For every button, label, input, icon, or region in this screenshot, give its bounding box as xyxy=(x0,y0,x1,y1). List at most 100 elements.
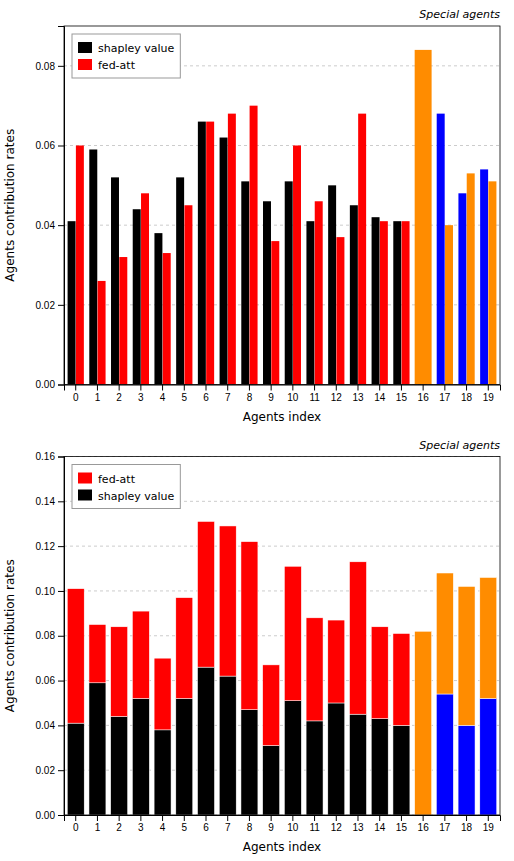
bar xyxy=(436,573,453,694)
x-axis-title: Agents index xyxy=(243,840,321,854)
panel: 0.000.020.040.060.080.100.120.140.160123… xyxy=(3,439,501,855)
tick: 9 xyxy=(268,815,274,833)
tick: 0.02 xyxy=(36,765,64,776)
bar xyxy=(306,721,323,815)
tick-mark xyxy=(97,385,98,391)
tick: 0.00 xyxy=(36,810,64,821)
bar xyxy=(437,114,445,385)
tick-mark xyxy=(184,385,185,391)
legend-label: shapley value xyxy=(98,42,175,55)
tick-label: 7 xyxy=(225,822,231,833)
y-axis: 0.000.020.040.060.080.100.120.140.16 xyxy=(36,451,65,821)
tick-mark xyxy=(379,815,380,821)
legend-swatch xyxy=(78,59,92,70)
grid-line xyxy=(64,225,500,226)
tick-mark xyxy=(75,815,76,821)
grid xyxy=(64,66,500,385)
annotation: Special agents xyxy=(419,8,500,21)
tick: 0.06 xyxy=(36,140,64,151)
y-axis-title: Agents contribution rates xyxy=(3,559,17,712)
bar xyxy=(328,185,336,384)
tick: 1 xyxy=(95,815,101,833)
tick-label: 12 xyxy=(331,392,343,403)
bar xyxy=(154,233,162,384)
tick-mark xyxy=(162,815,163,821)
bar xyxy=(219,676,236,815)
tick-mark xyxy=(401,815,402,821)
bar xyxy=(198,667,215,815)
tick-mark xyxy=(423,385,424,391)
bar xyxy=(315,201,323,384)
bar xyxy=(306,618,323,721)
bar xyxy=(263,665,280,746)
tick: 11 xyxy=(309,815,320,833)
tick-label: 10 xyxy=(287,822,299,833)
tick: 9 xyxy=(268,385,274,403)
tick-label: 9 xyxy=(268,392,274,403)
bar xyxy=(445,225,453,384)
tick: 0.12 xyxy=(36,541,64,552)
tick-label: 8 xyxy=(247,392,253,403)
bar xyxy=(415,50,432,385)
tick-label: 0.12 xyxy=(36,541,56,552)
legend-label: fed-att xyxy=(98,59,136,72)
tick-mark xyxy=(58,770,64,771)
bar xyxy=(350,205,358,384)
y-axis: 0.000.020.040.060.08 xyxy=(36,27,65,391)
tick: 12 xyxy=(331,385,343,403)
legend-swatch xyxy=(78,490,92,501)
bar xyxy=(67,723,84,815)
tick-label: 12 xyxy=(331,822,343,833)
legend: shapley value fed-att xyxy=(72,34,180,78)
bar xyxy=(293,146,301,385)
tick-mark xyxy=(271,385,272,391)
bar xyxy=(467,173,475,384)
bar xyxy=(206,122,214,385)
tick-mark xyxy=(206,385,207,391)
tick-label: 0.04 xyxy=(36,220,56,231)
tick: 2 xyxy=(116,385,122,403)
tick: 16 xyxy=(418,815,430,833)
legend-box xyxy=(72,465,180,509)
bars xyxy=(67,521,496,815)
tick-mark xyxy=(249,815,250,821)
bar xyxy=(241,181,249,384)
tick-label: 10 xyxy=(287,392,299,403)
tick-label: 2 xyxy=(116,392,122,403)
tick-mark xyxy=(58,66,64,67)
legend-label: shapley value xyxy=(98,490,175,503)
bar xyxy=(176,598,193,699)
x-axis: 012345678910111213141516171819 xyxy=(65,815,501,833)
tick: 6 xyxy=(203,385,209,403)
y-axis-title: Agents contribution rates xyxy=(3,129,17,282)
tick: 0.04 xyxy=(36,720,64,731)
legend-swatch xyxy=(78,473,92,484)
tick-mark xyxy=(58,457,64,458)
tick-label: 17 xyxy=(439,392,451,403)
tick: 16 xyxy=(418,385,430,403)
bar xyxy=(163,253,171,384)
tick-label: 8 xyxy=(247,822,253,833)
grid-line xyxy=(64,304,500,305)
bar xyxy=(68,221,76,384)
tick-label: 18 xyxy=(461,822,473,833)
bar xyxy=(328,620,345,703)
tick-label: 4 xyxy=(160,392,166,403)
bar xyxy=(184,205,192,384)
tick-label: 17 xyxy=(439,822,451,833)
bar xyxy=(111,177,119,384)
bar xyxy=(263,746,280,815)
tick-mark xyxy=(58,385,64,386)
bar xyxy=(111,627,128,717)
bar xyxy=(67,589,84,723)
bar xyxy=(89,683,106,815)
bar xyxy=(271,241,279,384)
bar xyxy=(98,281,106,385)
tick-mark xyxy=(58,146,64,147)
tick-mark xyxy=(466,385,467,391)
tick-label: 0.16 xyxy=(36,451,56,462)
tick-label: 0.00 xyxy=(36,379,56,390)
grid xyxy=(64,457,500,816)
bar xyxy=(393,221,401,384)
tick-mark xyxy=(58,305,64,306)
